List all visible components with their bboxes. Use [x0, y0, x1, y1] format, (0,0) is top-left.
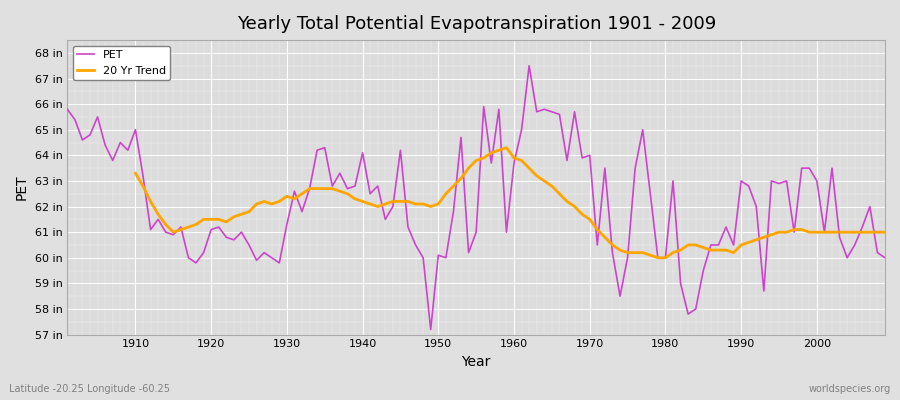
20 Yr Trend: [879, 230, 890, 234]
PET: [335, 171, 346, 176]
PET: [426, 327, 436, 332]
PET: [508, 161, 519, 166]
Title: Yearly Total Potential Evapotranspiration 1901 - 2009: Yearly Total Potential Evapotranspiratio…: [237, 15, 716, 33]
PET: [122, 148, 133, 153]
20 Yr Trend: [652, 255, 663, 260]
Line: 20 Yr Trend: 20 Yr Trend: [135, 148, 885, 258]
20 Yr Trend: [857, 230, 868, 234]
Legend: PET, 20 Yr Trend: PET, 20 Yr Trend: [73, 46, 170, 80]
20 Yr Trend: [304, 186, 315, 191]
Text: Latitude -20.25 Longitude -60.25: Latitude -20.25 Longitude -60.25: [9, 384, 170, 394]
PET: [879, 255, 890, 260]
Line: PET: PET: [68, 66, 885, 330]
20 Yr Trend: [274, 199, 284, 204]
20 Yr Trend: [501, 145, 512, 150]
PET: [62, 107, 73, 112]
20 Yr Trend: [584, 217, 595, 222]
Text: worldspecies.org: worldspecies.org: [809, 384, 891, 394]
PET: [289, 189, 300, 194]
X-axis label: Year: Year: [462, 355, 490, 369]
Y-axis label: PET: PET: [15, 174, 29, 200]
20 Yr Trend: [130, 171, 140, 176]
PET: [517, 127, 527, 132]
20 Yr Trend: [524, 166, 535, 170]
PET: [524, 63, 535, 68]
20 Yr Trend: [834, 230, 845, 234]
PET: [615, 294, 626, 298]
